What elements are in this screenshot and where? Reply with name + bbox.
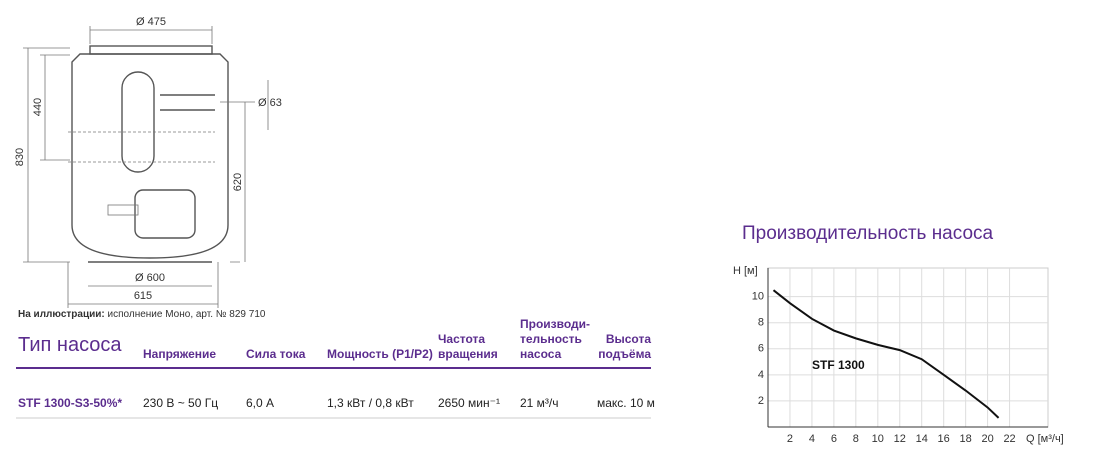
table-cell: 2650 мин⁻¹ <box>438 396 500 410</box>
dim-line <box>23 47 70 263</box>
y-tick-label: 8 <box>758 317 764 329</box>
table-cell: 6,0 А <box>246 396 275 410</box>
chart: Производительность насоса H [м] Q [м³/ч] 2 4… <box>733 223 1064 445</box>
table-header: Сила тока <box>246 347 306 361</box>
dim-label: 615 <box>134 290 152 302</box>
dim-line <box>67 262 219 308</box>
y-tick-label: 4 <box>758 369 764 381</box>
chart-title: Производительность насоса <box>742 223 994 244</box>
dim-line <box>230 102 246 263</box>
dim-label: 830 <box>14 148 26 166</box>
dim-label: Ø 600 <box>135 272 165 284</box>
dim-label: 620 <box>232 173 244 191</box>
y-tick-label: 6 <box>758 343 764 355</box>
float <box>107 204 139 216</box>
x-tick-label: 14 <box>916 433 928 445</box>
series-label: STF 1300 <box>812 358 865 372</box>
x-tick-label: 4 <box>809 433 815 445</box>
x-tick-label: 8 <box>853 433 859 445</box>
table-header: Напряжение <box>143 347 217 361</box>
table-cell: 1,3 кВт / 0,8 кВт <box>327 396 414 410</box>
series-line <box>772 289 1000 419</box>
pipe <box>121 71 155 173</box>
caption-bold: На иллюстрации: <box>18 309 105 320</box>
table-cell: 230 В ~ 50 Гц <box>143 396 219 410</box>
table-header: Тип насоса <box>18 334 122 356</box>
tank <box>71 53 229 259</box>
dim-label: 440 <box>32 98 44 116</box>
x-tick-label: 12 <box>894 433 906 445</box>
dim-label: Ø 475 <box>136 16 166 28</box>
x-tick-label: 10 <box>872 433 884 445</box>
dim-label: Ø 63 <box>258 97 282 109</box>
table-cell: 21 м³/ч <box>520 396 559 410</box>
y-tick-label: 10 <box>752 291 764 303</box>
table-header: Частота вращения <box>438 332 498 361</box>
dim-line <box>220 80 269 130</box>
x-tick-label: 6 <box>831 433 837 445</box>
x-tick-label: 16 <box>938 433 950 445</box>
lid <box>89 45 213 55</box>
caption-text: исполнение Моно, арт. № 829 710 <box>107 309 266 320</box>
caption: На иллюстрации: исполнение Моно, арт. № … <box>18 309 265 320</box>
table-header: Высота подъёма <box>598 332 651 361</box>
x-axis-label: Q [м³/ч] <box>1026 433 1064 445</box>
table-cell: макс. 10 м <box>597 396 655 410</box>
table-cell: STF 1300-S3-50%* <box>18 396 123 410</box>
dim-line <box>89 26 213 44</box>
plot-frame <box>767 267 1049 428</box>
x-tick-label: 20 <box>981 433 993 445</box>
pump <box>134 189 196 239</box>
x-tick-label: 18 <box>960 433 972 445</box>
x-tick-label: 22 <box>1003 433 1015 445</box>
inlet <box>68 131 215 163</box>
outlet <box>160 94 215 111</box>
dim-line <box>40 54 70 161</box>
table-header: Мощность (P1/P2) <box>327 347 433 361</box>
y-axis-label: H [м] <box>733 265 758 277</box>
table-header: Производи- тельность насоса <box>520 317 591 361</box>
y-tick-label: 2 <box>758 395 764 407</box>
x-tick-label: 2 <box>787 433 793 445</box>
